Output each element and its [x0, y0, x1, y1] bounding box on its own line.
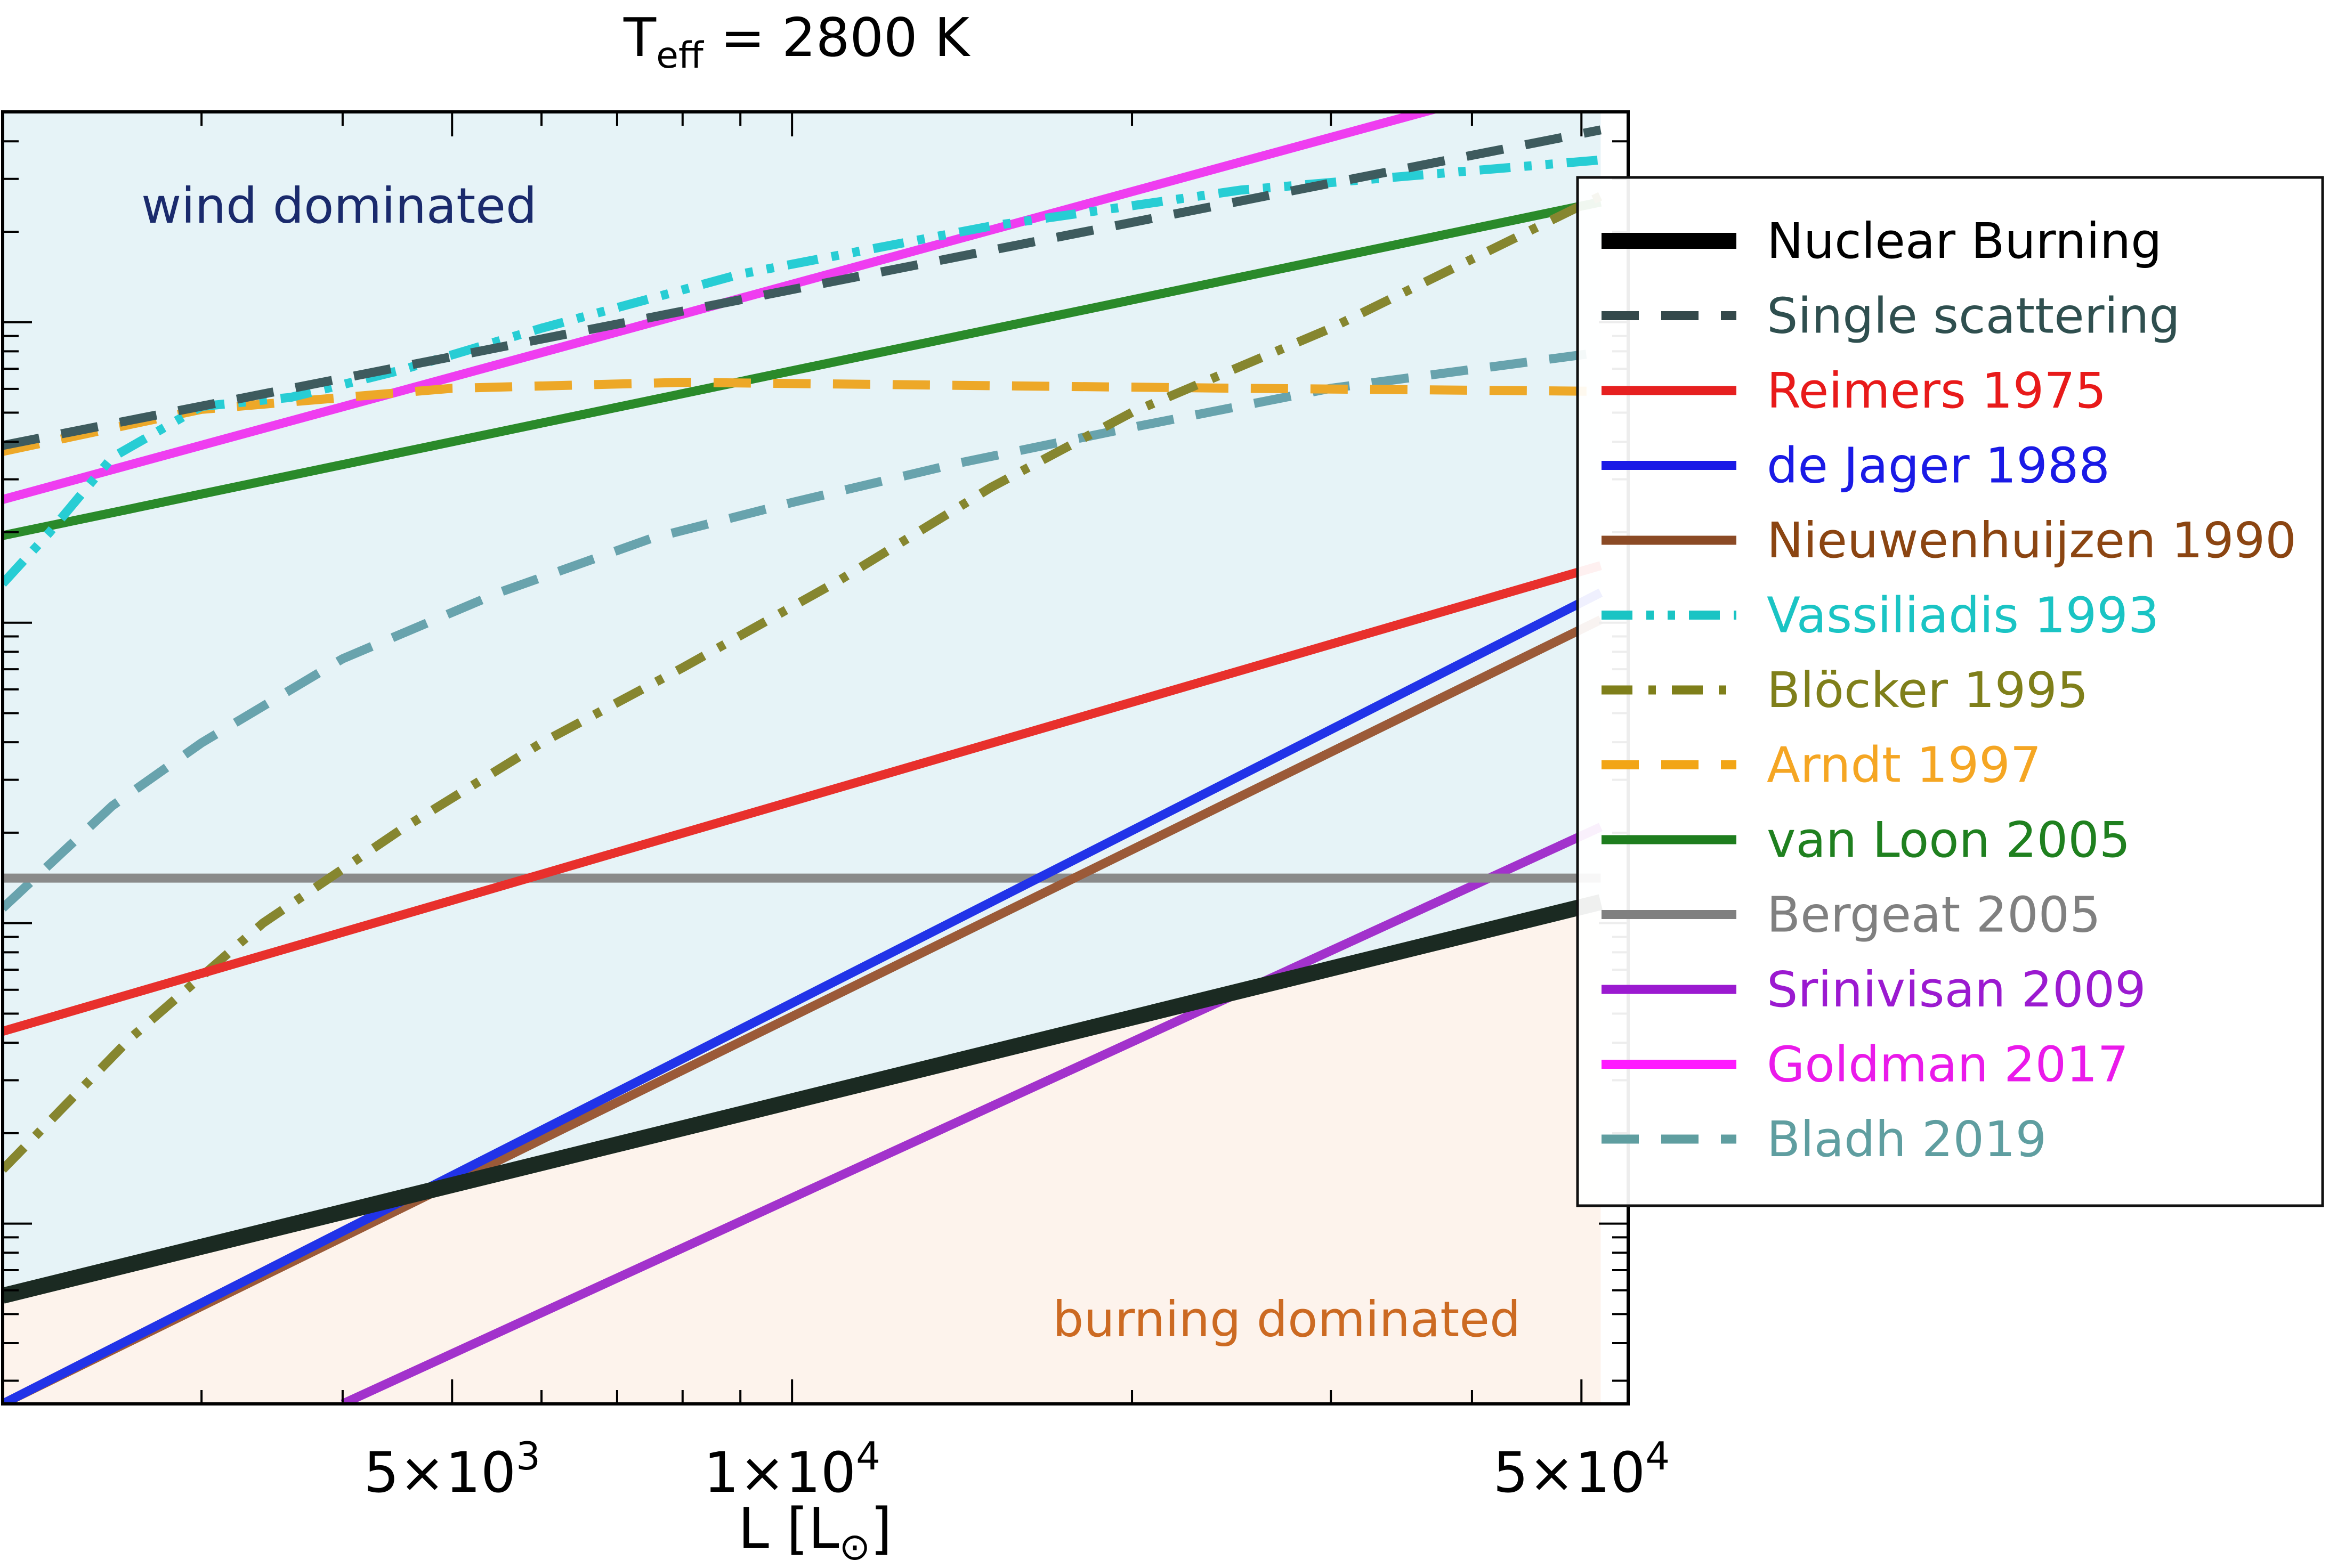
- series-line-5: [3, 155, 1602, 587]
- xlabel-rest: ]: [870, 1496, 892, 1561]
- series-line-3: [3, 588, 1603, 1404]
- legend-item-12: Bladh 2019: [1602, 1111, 2047, 1168]
- series-line-1: [3, 125, 1602, 450]
- title-subscript: eff: [656, 35, 705, 77]
- legend-label-8: van Loon 2005: [1767, 811, 2130, 868]
- plot-area: [3, 112, 1603, 1404]
- legend-label-7: Arndt 1997: [1767, 737, 2041, 794]
- legend-label-10: Srinivisan 2009: [1767, 961, 2146, 1018]
- region-label-burning: burning dominated: [1053, 1291, 1521, 1348]
- legend-label-3: de Jager 1988: [1767, 437, 2110, 494]
- legend-label-6: Blöcker 1995: [1767, 662, 2088, 719]
- legend-item-11: Goldman 2017: [1602, 1036, 2129, 1093]
- legend-label-9: Bergeat 2005: [1767, 887, 2101, 944]
- xlabel-subscript: ⊙: [839, 1525, 871, 1568]
- legend-item-7: Arndt 1997: [1602, 737, 2041, 794]
- title-rest: = 2800 K: [703, 6, 971, 69]
- series-line-12: [3, 347, 1602, 912]
- legend-label-2: Reimers 1975: [1767, 362, 2106, 419]
- chart-title: Teff = 2800 K: [623, 6, 971, 77]
- legend-item-4: Nieuwenhuijzen 1990: [1602, 512, 2296, 569]
- legend-item-10: Srinivisan 2009: [1602, 961, 2146, 1018]
- legend-label-1: Single scattering: [1767, 288, 2180, 345]
- xlabel-base: L [L: [738, 1496, 839, 1561]
- series-line-10: [341, 823, 1603, 1404]
- series-line-2: [3, 561, 1602, 1036]
- series-layer: [3, 112, 1603, 1404]
- legend-label-11: Goldman 2017: [1767, 1036, 2129, 1093]
- series-line-0: [3, 894, 1603, 1304]
- x-tick-label-2: 5×104: [1493, 1434, 1670, 1505]
- legend-item-0: Nuclear Burning: [1602, 213, 2162, 270]
- x-axis-label: L [L⊙]: [738, 1496, 892, 1568]
- legend-label-4: Nieuwenhuijzen 1990: [1767, 512, 2296, 569]
- legend: Nuclear Burning Single scattering Reimers …: [1576, 176, 2324, 1207]
- legend-item-9: Bergeat 2005: [1602, 887, 2101, 944]
- x-tick-label-1: 1×104: [703, 1434, 880, 1505]
- legend-label-12: Bladh 2019: [1767, 1111, 2047, 1168]
- legend-item-6: Blöcker 1995: [1602, 662, 2088, 719]
- x-tick-label-0: 5×103: [364, 1434, 540, 1505]
- series-line-6: [3, 192, 1603, 1173]
- legend-item-2: Reimers 1975: [1602, 362, 2106, 419]
- legend-label-5: Vassiliadis 1993: [1767, 587, 2159, 644]
- region-burning-dominated: [3, 902, 1601, 1404]
- legend-item-1: Single scattering: [1602, 288, 2180, 345]
- legend-item-5: Vassiliadis 1993: [1602, 587, 2159, 644]
- region-label-wind: wind dominated: [141, 177, 537, 234]
- legend-item-8: van Loon 2005: [1602, 811, 2130, 868]
- x-tick-labels: 5×103 1×104 5×104: [364, 1434, 1670, 1505]
- legend-item-3: de Jager 1988: [1602, 437, 2110, 494]
- series-line-11: [3, 112, 1442, 504]
- legend-label-0: Nuclear Burning: [1767, 213, 2162, 270]
- title-base: T: [623, 6, 657, 69]
- series-line-8: [3, 197, 1602, 540]
